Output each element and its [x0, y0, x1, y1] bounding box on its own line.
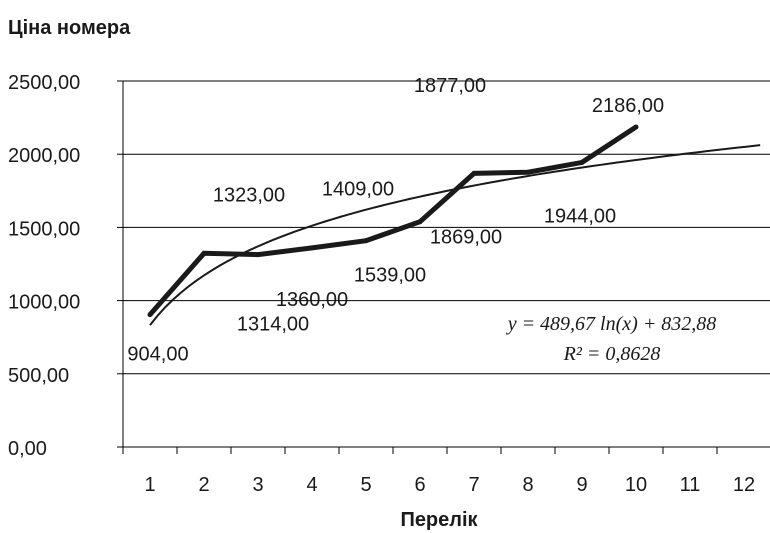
trend-r2: R² = 0,8628	[563, 343, 661, 365]
x-tick-label: 2	[198, 474, 209, 496]
data-label: 2186,00	[592, 95, 664, 117]
x-tick-label: 1	[144, 474, 155, 496]
axes	[122, 81, 770, 454]
series-layer	[147, 124, 639, 318]
data-point	[471, 170, 477, 176]
data-point	[417, 219, 423, 225]
data-point	[201, 250, 207, 256]
chart-title: Ціна номера	[8, 17, 131, 39]
series-line	[148, 124, 638, 317]
data-label: 1314,00	[237, 314, 309, 336]
data-point	[363, 238, 369, 244]
data-point	[255, 252, 261, 258]
data-point	[579, 159, 585, 165]
x-tick-label: 5	[360, 474, 371, 496]
x-tick-labels: 1 2 3 4 5 6 7 8 9 10 11 12	[144, 474, 755, 496]
y-tick-labels: 0,00 500,00 1000,00 1500,00 2000,00 2500,00	[8, 72, 80, 460]
y-tick-label: 2500,00	[8, 72, 80, 94]
data-point	[633, 124, 639, 130]
data-point	[147, 312, 153, 318]
gridlines	[117, 80, 770, 448]
data-label: 1944,00	[544, 205, 616, 227]
x-tick-label: 7	[468, 474, 479, 496]
data-point	[309, 245, 315, 251]
x-tick-label: 12	[733, 474, 755, 496]
y-tick-label: 0,00	[8, 438, 47, 460]
x-axis-title: Перелік	[400, 509, 478, 531]
data-label: 1323,00	[213, 184, 285, 206]
data-label: 904,00	[127, 344, 188, 366]
x-tick-label: 11	[680, 474, 701, 496]
trend-equation: y = 489,67 ln(x) + 832,88	[506, 313, 717, 335]
x-tick-label: 4	[306, 474, 317, 496]
data-labels: 904,00 1323,00 1314,00 1360,00 1409,00 1539,0…	[127, 75, 664, 365]
y-tick-label: 1000,00	[8, 292, 80, 314]
x-tick-label: 9	[576, 474, 587, 496]
data-label: 1539,00	[354, 265, 426, 287]
data-point	[525, 169, 531, 175]
y-tick-label: 2000,00	[8, 145, 80, 167]
x-tick-label: 10	[625, 474, 647, 496]
data-label: 1360,00	[276, 289, 348, 311]
data-label: 1877,00	[414, 75, 486, 97]
x-tick-label: 6	[414, 474, 425, 496]
x-tick-label: 8	[522, 474, 533, 496]
data-label: 1409,00	[322, 179, 394, 201]
y-tick-label: 1500,00	[8, 218, 80, 240]
y-tick-label: 500,00	[8, 365, 69, 387]
x-tick-label: 3	[252, 474, 263, 496]
data-label: 1869,00	[430, 226, 502, 248]
